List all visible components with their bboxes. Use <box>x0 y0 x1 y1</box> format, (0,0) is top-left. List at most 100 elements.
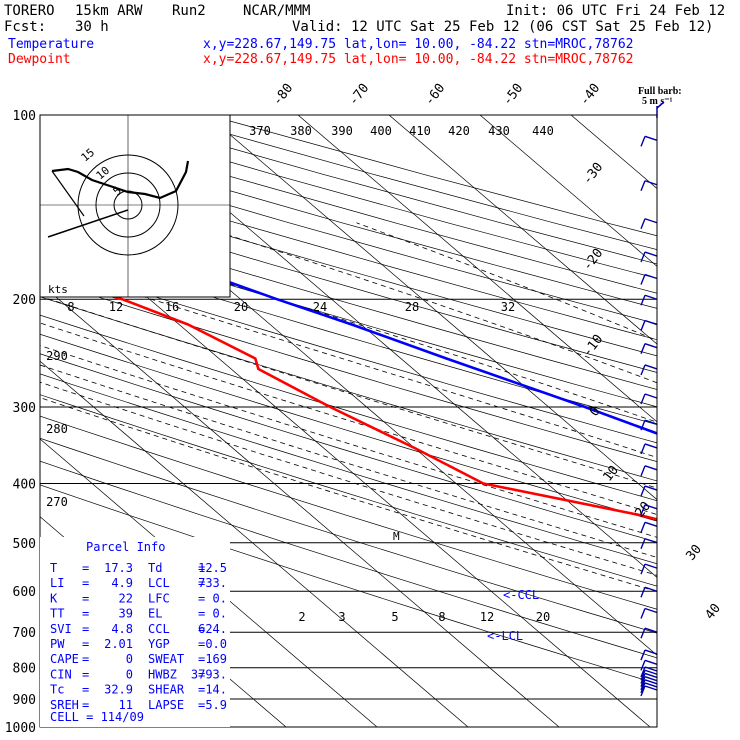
valid-time: Valid: 12 UTC Sat 25 Feb 12 (06 CST Sat … <box>292 19 713 35</box>
wind-barb <box>640 679 658 691</box>
pressure-label-400: 400 <box>13 477 36 492</box>
parcel-field: LI <box>50 576 64 590</box>
mixing-ratio-label: 20 <box>536 610 550 624</box>
parcel-field: HWBZ <box>148 667 177 681</box>
moist-adiabat <box>356 222 657 341</box>
parcel-field: = <box>198 637 205 651</box>
dewpoint-profile <box>40 273 657 521</box>
parcel-field: = <box>82 561 89 575</box>
parcel-field: = <box>82 683 89 697</box>
parcel-field: CCL <box>148 622 170 636</box>
isotherm-line <box>115 115 657 578</box>
parcel-field: = <box>198 667 205 681</box>
pressure-label-300: 300 <box>13 401 36 416</box>
theta-label: 380 <box>290 124 312 138</box>
wind-barb <box>640 135 658 147</box>
barb-key-title: Full barb: <box>638 86 682 97</box>
parcel-field: 22 <box>119 591 133 605</box>
pressure-label-500: 500 <box>13 537 36 552</box>
isotherm-line <box>297 115 657 423</box>
pressure-label-700: 700 <box>13 626 36 641</box>
model-run: Run2 <box>172 3 206 19</box>
parcel-field: 0 <box>126 652 133 666</box>
theta-labels: 370 380 390 400 410 420 430 440 290 280 270 <box>46 124 554 509</box>
forecast-label: Fcst: <box>4 19 46 35</box>
parcel-field: SWEAT <box>148 652 184 666</box>
isotherm-label: -30 <box>580 160 606 188</box>
dry-adiabat <box>40 460 657 659</box>
wind-barb <box>640 586 658 598</box>
parcel-field: 3793. <box>191 667 227 681</box>
parcel-field: = <box>82 622 89 636</box>
init-time: Init: 06 UTC Fri 24 Feb 12 <box>506 3 725 19</box>
isotherm-line <box>662 115 740 727</box>
theta-label: 390 <box>331 124 353 138</box>
mixing-ratio-labels: 2 3 5 8 12 20 <box>298 610 550 624</box>
wind-barb <box>640 666 658 678</box>
parcel-field: 5.9 <box>205 698 227 712</box>
theta-label: 430 <box>488 124 510 138</box>
mixing-ratio-label: 8 <box>438 610 445 624</box>
parcel-field: 624. <box>198 622 227 636</box>
parcel-field: 12.5 <box>198 561 227 575</box>
parcel-field: K <box>50 591 58 605</box>
forecast-hours: 30 h <box>75 19 109 35</box>
parcel-cell: CELL = 114/09 <box>50 710 144 724</box>
parcel-field: TT <box>50 607 64 621</box>
dry-adiabat <box>40 227 657 408</box>
theta-label: 410 <box>409 124 431 138</box>
isotherm-label: -50 <box>500 81 526 109</box>
pressure-label-100: 100 <box>13 109 36 124</box>
isotherm-line <box>40 438 378 727</box>
parcel-field: = <box>82 607 89 621</box>
parcel-field: 0 <box>126 667 133 681</box>
mixing-ratio-label: 12 <box>480 610 494 624</box>
parcel-field: 0. <box>213 607 227 621</box>
isotherm-label: 30 <box>684 542 705 564</box>
ccl-marker: <-CCL <box>503 588 539 602</box>
isotherm-line <box>0 115 13 727</box>
dry-adiabat <box>40 415 657 610</box>
theta-label: 420 <box>448 124 470 138</box>
wind-barb <box>640 627 658 639</box>
pressure-label-600: 600 <box>13 585 36 600</box>
isotherm-label: -40 <box>577 81 603 109</box>
upper-scale-label: 32 <box>501 300 515 314</box>
wind-barb <box>640 672 658 684</box>
upper-scale-label: 8 <box>67 300 74 314</box>
dry-adiabat-lines <box>40 115 657 684</box>
dry-adiabat <box>40 394 657 587</box>
wind-barb <box>640 538 658 550</box>
parcel-field: 11 <box>119 698 133 712</box>
parcel-field: 4.8 <box>111 622 133 636</box>
parcel-field: = <box>198 607 205 621</box>
dry-adiabat <box>40 210 657 390</box>
dry-adiabat <box>40 243 657 425</box>
isotherm-line <box>40 360 469 727</box>
pressure-label-1000: 1000 <box>5 721 36 736</box>
pressure-label-800: 800 <box>13 662 36 677</box>
upper-scale-label: 16 <box>165 300 179 314</box>
wind-barb <box>640 465 658 477</box>
parcel-field: = <box>198 561 205 575</box>
isotherm-label: 10 <box>601 463 622 485</box>
isotherm-line <box>206 115 657 501</box>
dry-adiabat <box>40 278 657 462</box>
dry-adiabat <box>40 260 657 444</box>
wind-barb <box>640 685 658 697</box>
parcel-field: = <box>198 576 205 590</box>
wind-barb <box>640 393 658 405</box>
dry-adiabat <box>40 353 657 543</box>
parcel-field: 17.3 <box>104 561 133 575</box>
moist-adiabat <box>40 345 657 538</box>
parcel-field: 2.01 <box>104 637 133 651</box>
pressure-labels: 100 200 300 400 500 600 700 800 900 1000 <box>5 109 36 736</box>
model-source: NCAR/MMM <box>243 3 310 19</box>
upper-scale-label: 28 <box>405 300 419 314</box>
parcel-field: PW <box>50 637 65 651</box>
mixing-ratio-label: 3 <box>338 610 345 624</box>
parcel-field: SREH <box>50 698 79 712</box>
isotherm-label: -70 <box>346 81 372 109</box>
parcel-field: = <box>198 683 205 697</box>
